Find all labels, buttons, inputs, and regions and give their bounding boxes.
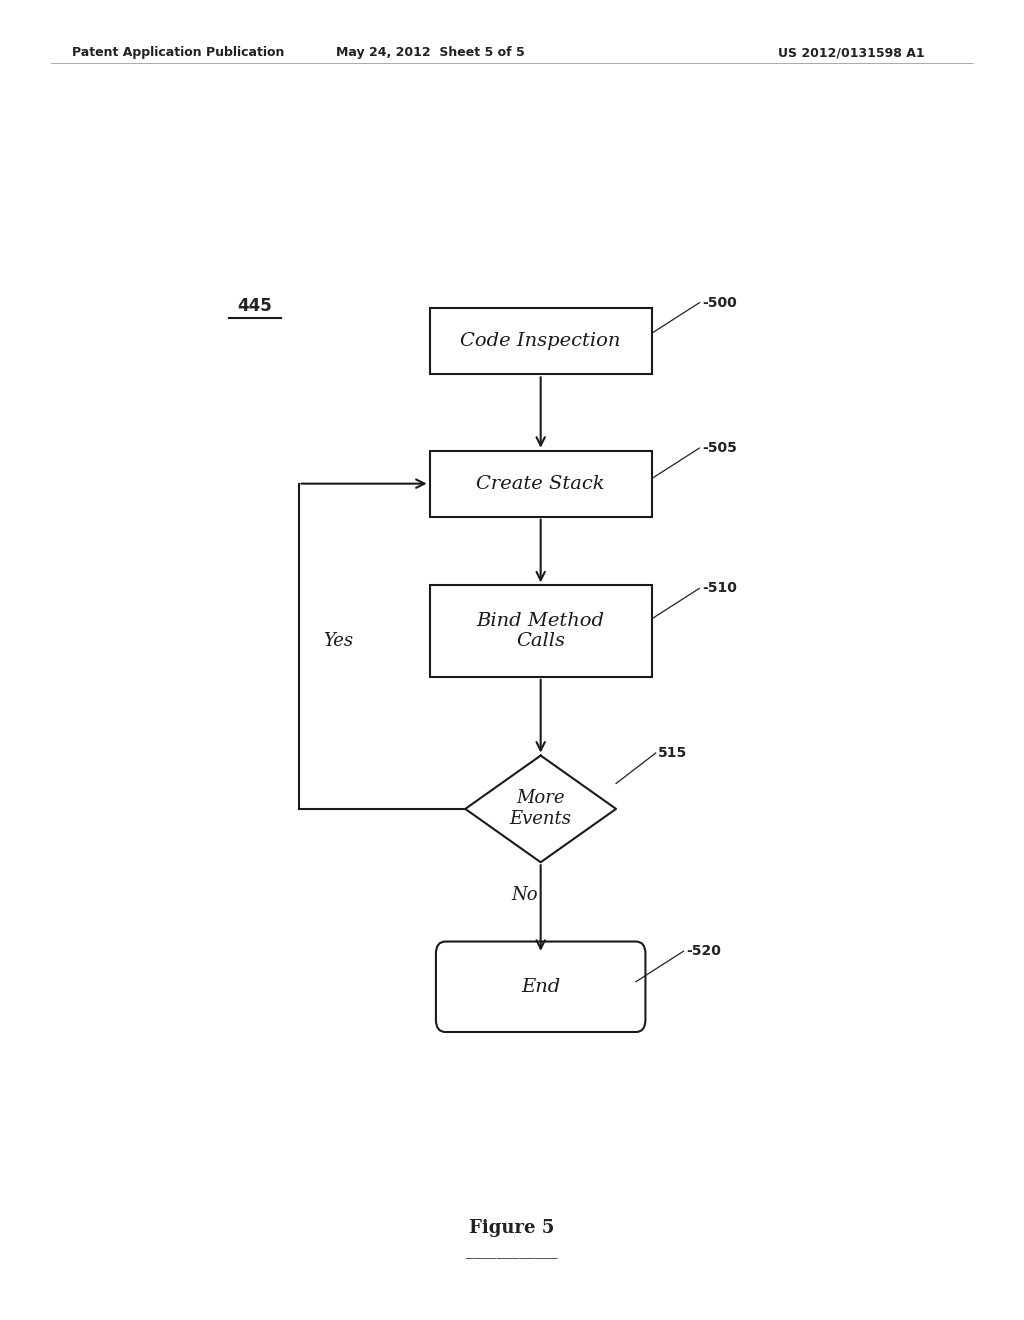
Text: Yes: Yes [324,632,353,651]
FancyBboxPatch shape [430,585,652,677]
Text: -510: -510 [701,581,736,595]
FancyBboxPatch shape [436,941,645,1032]
Text: -520: -520 [686,944,721,958]
Text: 445: 445 [238,297,272,314]
Text: Create Stack: Create Stack [476,475,605,492]
Text: May 24, 2012  Sheet 5 of 5: May 24, 2012 Sheet 5 of 5 [336,46,524,59]
Text: No: No [511,886,539,904]
Text: Figure 5: Figure 5 [469,1218,555,1237]
Text: Code Inspection: Code Inspection [461,333,621,350]
FancyBboxPatch shape [430,309,652,375]
Text: Bind Method
Calls: Bind Method Calls [477,611,604,651]
Text: Patent Application Publication: Patent Application Publication [72,46,284,59]
Text: ____________: ____________ [466,1245,558,1259]
Text: End: End [521,978,560,995]
Text: -500: -500 [701,296,736,310]
Text: US 2012/0131598 A1: US 2012/0131598 A1 [778,46,925,59]
Text: -505: -505 [701,441,736,455]
Text: 515: 515 [658,746,687,760]
Polygon shape [465,755,616,862]
Text: More
Events: More Events [510,789,571,828]
FancyBboxPatch shape [430,450,652,516]
